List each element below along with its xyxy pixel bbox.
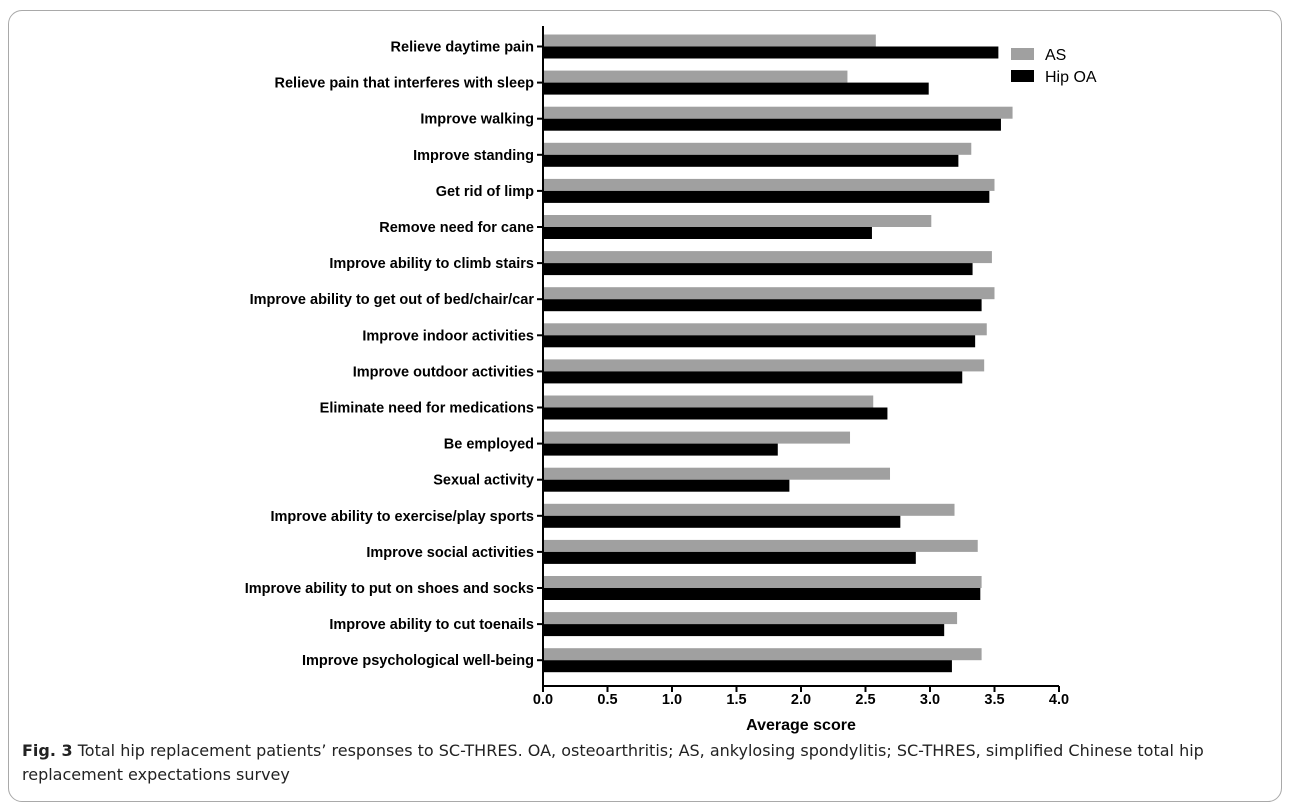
- legend-swatch: [1011, 48, 1034, 60]
- category-label: Sexual activity: [433, 473, 534, 489]
- category-label: Eliminate need for medications: [320, 401, 534, 417]
- bar-as: [543, 503, 955, 516]
- bar-hip-oa: [543, 479, 790, 492]
- bar-hip-oa: [543, 443, 778, 456]
- caption-text: Total hip replacement patients’ response…: [22, 741, 1204, 784]
- legend-label: Hip OA: [1045, 69, 1097, 86]
- bar-chart: Relieve daytime pain Relieve pain that in…: [245, 26, 1097, 734]
- bar-hip-oa: [543, 515, 901, 528]
- legend-swatch: [1011, 70, 1034, 82]
- bar-as: [543, 251, 992, 264]
- bar-hip-oa: [543, 154, 959, 167]
- category-label: Improve ability to cut toenails: [329, 617, 534, 633]
- category-label: Be employed: [444, 437, 534, 453]
- bar-as: [543, 178, 995, 191]
- x-tick-label: 3.5: [984, 692, 1004, 708]
- category-label: Relieve pain that interferes with sleep: [275, 76, 535, 92]
- bar-as: [543, 323, 987, 336]
- bar-hip-oa: [543, 588, 981, 600]
- figure-caption: Fig. 3 Total hip replacement patients’ r…: [22, 739, 1272, 787]
- category-label: Improve ability to get out of bed/chair/…: [250, 292, 535, 308]
- bar-hip-oa: [543, 118, 1001, 131]
- bar-hip-oa: [543, 660, 952, 673]
- x-tick-label: 4.0: [1049, 692, 1069, 708]
- bar-hip-oa: [543, 624, 945, 637]
- bar-hip-oa: [543, 263, 973, 276]
- category-label: Improve ability to exercise/play sports: [270, 509, 534, 525]
- bar-as: [543, 215, 932, 227]
- category-label: Improve psychological well-being: [302, 653, 534, 669]
- category-label: Relieve daytime pain: [391, 40, 534, 56]
- legend-label: AS: [1045, 47, 1066, 64]
- category-label: Improve outdoor activities: [353, 364, 534, 380]
- x-tick-label: 2.0: [791, 692, 811, 708]
- category-label: Improve social activities: [366, 545, 534, 561]
- bar-as: [543, 648, 982, 661]
- bar-hip-oa: [543, 407, 888, 420]
- category-label: Improve standing: [413, 148, 534, 164]
- x-axis-title: Average score: [746, 717, 856, 734]
- x-tick-label: 1.0: [662, 692, 682, 708]
- bar-hip-oa: [543, 46, 999, 59]
- bar-as: [543, 576, 982, 588]
- bar-as: [543, 287, 995, 300]
- category-label: Improve indoor activities: [362, 328, 534, 344]
- bar-as: [543, 142, 972, 155]
- x-tick-label: 0.5: [597, 692, 617, 708]
- bar-as: [543, 431, 851, 444]
- bar-hip-oa: [543, 335, 976, 348]
- bar-hip-oa: [543, 299, 982, 312]
- bar-as: [543, 70, 848, 83]
- category-label: Improve walking: [420, 112, 534, 128]
- bar-as: [543, 612, 958, 625]
- bar-as: [543, 395, 874, 408]
- x-tick-label: 1.5: [726, 692, 746, 708]
- bar-as: [543, 106, 1013, 119]
- bar-as: [543, 539, 978, 552]
- bar-hip-oa: [543, 82, 929, 95]
- bar-as: [543, 359, 985, 372]
- caption-label: Fig. 3: [22, 741, 73, 760]
- figure-frame: [8, 10, 1282, 802]
- bar-hip-oa: [543, 227, 872, 239]
- bar-as: [543, 34, 876, 47]
- category-label: Improve ability to put on shoes and sock…: [245, 581, 534, 597]
- category-label: Improve ability to climb stairs: [329, 256, 534, 272]
- bar-as: [543, 467, 891, 480]
- x-tick-label: 2.5: [855, 692, 875, 708]
- x-tick-label: 0.0: [533, 692, 553, 708]
- bar-hip-oa: [543, 371, 963, 384]
- category-label: Get rid of limp: [436, 184, 534, 200]
- bar-hip-oa: [543, 551, 916, 564]
- x-tick-label: 3.0: [920, 692, 940, 708]
- bar-hip-oa: [543, 190, 990, 203]
- category-label: Remove need for cane: [379, 220, 534, 236]
